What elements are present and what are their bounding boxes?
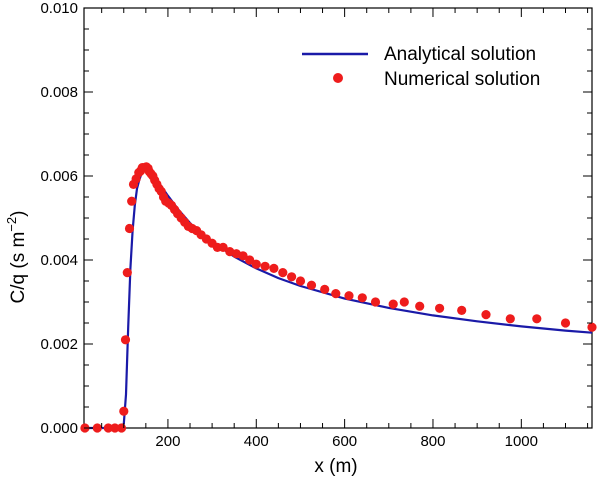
data-point-numerical [120,335,131,345]
y-axis-title: C/q (s m−2) [4,211,29,304]
data-point-numerical [357,293,367,303]
data-point-numerical [505,314,515,324]
x-axis-title: x (m) [314,456,357,477]
data-point-numerical [218,242,228,252]
y-tick-label: 0.000 [40,420,78,437]
data-point-numerical [260,261,270,271]
y-tick-label: 0.004 [40,252,78,269]
data-point-numerical [388,299,398,309]
data-point-numerical [124,223,135,234]
data-point-numerical [127,196,137,206]
data-point-numerical [245,255,255,265]
x-tick-label: 400 [244,433,269,450]
data-point-numerical [116,423,127,433]
data-point-numerical [370,297,381,307]
data-point-numerical [587,322,597,332]
y-tick-label: 0.010 [40,0,78,17]
legend: Analytical solution Numerical solution [302,44,540,90]
data-point-numerical [344,291,354,301]
data-point-numerical [119,406,129,416]
y-axis-title-exponent: −2 [4,217,19,232]
x-tick-label: 200 [155,433,180,450]
data-point-numerical [481,310,491,320]
x-tick-label: 800 [420,433,445,450]
data-point-numerical [295,276,306,286]
x-tick-label: 1000 [505,433,538,450]
y-tick-label: 0.006 [40,168,78,185]
y-axis-title-main: C/q (s m [8,232,29,304]
data-point-numerical [92,423,102,433]
ticks-layer: 200 400 600 800 1000 0.000 0.002 0.004 0.006 0.00… [40,0,592,450]
data-point-numerical [278,268,288,278]
series-line-analytical [84,169,593,430]
legend-marker-numerical [333,73,343,83]
data-point-numerical [415,301,425,311]
legend-label-numerical: Numerical solution [384,69,540,90]
data-point-numerical [532,314,542,324]
data-point-numerical [251,259,261,269]
data-point-numerical [399,297,409,307]
x-tick-label: 600 [332,433,357,450]
data-point-numerical [238,251,248,261]
data-point-numerical [457,305,467,315]
data-point-numerical [110,423,120,433]
data-point-numerical [103,423,113,433]
y-axis-title-close: ) [8,211,29,217]
data-point-numerical [269,263,279,273]
data-point-numerical [435,303,445,313]
data-point-numerical [320,284,330,294]
y-tick-label: 0.002 [40,336,78,353]
data-point-numerical [306,280,317,290]
data-point-numerical [287,272,297,282]
series-layer [80,162,597,433]
data-point-numerical [122,268,132,278]
y-tick-label: 0.008 [40,84,78,101]
legend-label-analytical: Analytical solution [384,44,536,65]
data-point-numerical [331,289,341,299]
data-point-numerical [560,318,571,328]
